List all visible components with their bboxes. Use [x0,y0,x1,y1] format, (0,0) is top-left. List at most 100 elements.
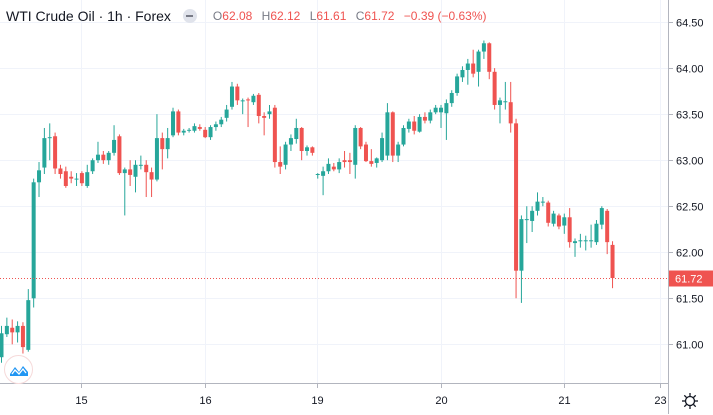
candle-body [363,144,368,162]
candle-body [181,130,186,133]
candle-up [380,132,385,163]
candle-body [433,107,438,113]
candle-body [42,138,47,168]
candle-body [481,43,486,52]
candle-up [497,97,502,124]
tradingview-logo-icon[interactable] [4,355,33,384]
candle-body [90,160,95,172]
candle-body [573,241,578,244]
candle-up [374,157,379,168]
high-label: H [261,9,271,23]
candle-body [556,215,561,227]
candle-down [605,208,610,255]
candle-up [573,238,578,257]
candle-down [256,92,261,124]
candle-down [10,319,15,345]
y-tick-label: 63.50 [676,110,704,122]
candle-body [26,300,31,350]
change-value: −0.39 (−0.63%) [403,9,487,23]
candle-down [363,141,368,163]
candle-up [15,321,20,343]
candle-body [149,172,154,180]
candle-body [160,138,165,150]
candle-body [562,217,567,226]
candle-down [235,83,240,105]
candle-up [85,164,90,188]
candle-body [492,71,497,105]
candle-body [299,127,304,151]
candle-body [422,116,427,121]
candle-down [514,118,519,299]
gear-icon[interactable] [681,392,699,410]
candle-body [251,95,256,103]
price-axis[interactable]: 64.50 64.00 63.50 63.00 62.50 62.00 61.50 61.00 [669,18,704,352]
candle-body [154,138,159,180]
candle-body [0,333,4,358]
last-price-label: 61.72 [669,270,713,287]
candle-body [101,154,106,161]
candle-body [187,129,192,131]
candle-body [58,168,63,175]
candle-body [396,144,401,156]
candle-up [594,220,599,245]
candle-up [444,99,449,140]
candle-up [213,121,218,131]
y-tick-label: 63.00 [676,156,704,168]
candle-up [95,141,100,163]
candle-up [112,125,117,156]
candle-body [79,173,84,184]
candle-body [219,119,224,125]
high-value: 62.12 [270,9,301,23]
candle-up [589,224,594,248]
minus-circle-icon[interactable] [182,9,197,23]
candle-body [85,172,90,186]
candle-up [353,125,358,179]
candle-body [262,116,267,118]
candle-up [326,158,331,175]
candle-up [321,166,326,196]
time-axis[interactable]: 15 16 19 20 21 23 [75,383,667,407]
last-price-badge [669,270,713,287]
open-label: O [212,9,223,23]
candle-body [406,121,411,129]
y-tick-label: 64.00 [676,64,704,76]
candle-body [235,86,240,101]
x-tick-label: 16 [199,395,211,407]
chart-legend: WTI Crude Oil · 1h · Forex O62.08 H62.12… [6,8,493,24]
candle-body [567,217,572,243]
candle-up [519,215,524,303]
candle-up [181,128,186,136]
candle-up [530,206,535,233]
candle-body [353,127,358,165]
candle-body [278,162,283,167]
candle-up [26,289,31,352]
ohlc-values: O62.08 H62.12 L61.61 C61.72 −0.39 (−0.63… [213,9,493,23]
candle-body [133,164,138,177]
candle-body [605,210,610,243]
candle-down [128,160,133,186]
candle-down [101,150,106,164]
candle-down [262,112,267,136]
candle-body [428,112,433,121]
symbol-title[interactable]: WTI Crude Oil · 1h · Forex [6,8,171,24]
candle-up [294,118,299,144]
candle-up [31,178,36,308]
candle-body [583,240,588,242]
candle-body [310,147,315,153]
candle-down [310,146,315,156]
candle-up [74,173,79,186]
candle-body [369,161,374,164]
candle-body [455,76,460,93]
candle-down [556,213,561,230]
candle-down [567,208,572,248]
candle-body [138,164,143,166]
candle-body [315,174,320,176]
candle-up [417,114,422,133]
candle-body [288,138,293,145]
candle-body [342,160,347,163]
candle-body [401,127,406,145]
candle-down [117,134,122,175]
y-tick-label: 64.50 [676,18,704,30]
candle-up [583,235,588,251]
